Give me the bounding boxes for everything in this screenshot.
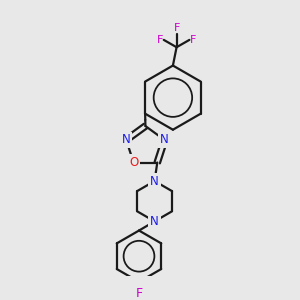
Text: N: N: [160, 134, 169, 146]
Text: F: F: [157, 35, 163, 45]
Text: F: F: [173, 23, 180, 34]
Text: N: N: [150, 215, 159, 228]
Text: N: N: [122, 134, 130, 146]
Text: F: F: [190, 35, 197, 45]
Text: N: N: [150, 175, 159, 188]
Text: O: O: [129, 156, 138, 169]
Text: F: F: [135, 287, 142, 300]
